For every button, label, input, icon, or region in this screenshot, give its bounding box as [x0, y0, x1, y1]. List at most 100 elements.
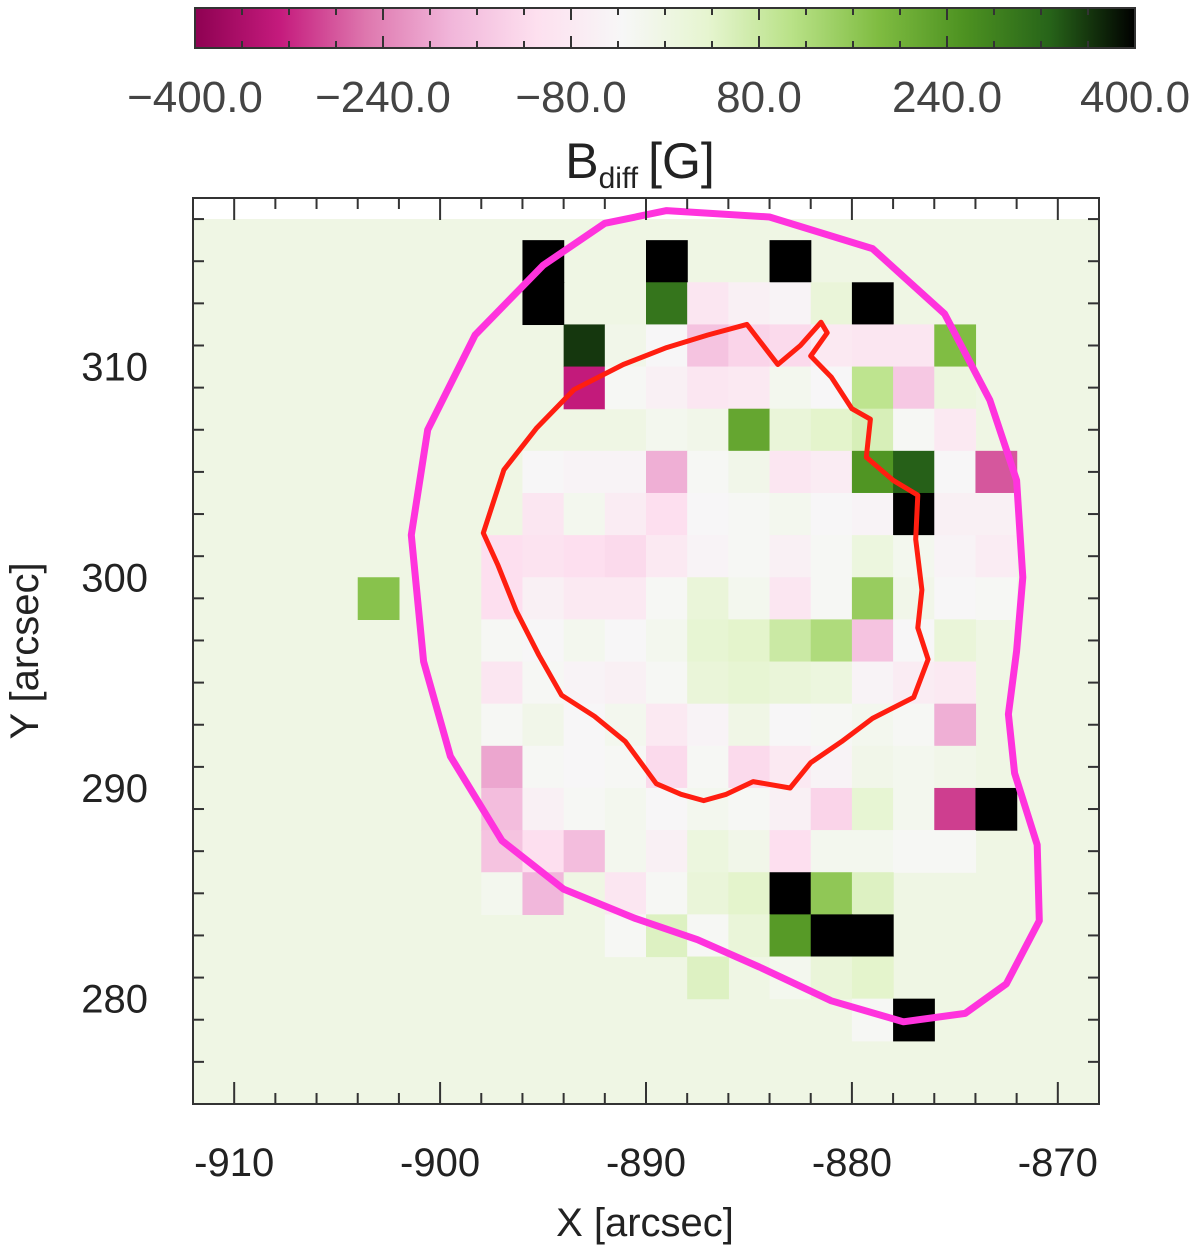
heatmap-cell — [851, 661, 894, 705]
heatmap-cell — [851, 492, 894, 536]
y-tick-label: 280 — [81, 978, 148, 1022]
heatmap-cell — [522, 830, 565, 873]
heatmap-cell — [604, 535, 647, 578]
x-tick-label: -910 — [194, 1141, 274, 1185]
heatmap-cell — [522, 872, 565, 915]
heatmap-cell — [687, 661, 729, 705]
heatmap-cell — [687, 282, 729, 326]
heatmap-cell — [646, 619, 688, 663]
heatmap-cell — [934, 830, 977, 873]
heatmap-cell — [563, 324, 606, 368]
heatmap-cell — [481, 703, 524, 747]
heatmap-cell — [769, 492, 812, 536]
heatmap-cell — [810, 914, 853, 958]
x-tick-label: -870 — [1018, 1141, 1098, 1185]
heatmap-cell — [810, 535, 853, 578]
heatmap-cell — [934, 492, 977, 536]
heatmap-cell — [934, 408, 977, 452]
axis-ticks — [192, 198, 1100, 1105]
x-tick-label: -900 — [400, 1141, 480, 1185]
heatmap-cell — [604, 577, 647, 620]
heatmap-cell — [563, 745, 606, 789]
colorbar-tick-label: 80.0 — [716, 73, 802, 122]
heatmap-cell — [769, 577, 812, 620]
heatmap-cell — [604, 830, 647, 873]
heatmap-cell — [810, 872, 853, 915]
y-tick-label: 310 — [81, 346, 148, 390]
heatmap-cell — [728, 914, 771, 958]
heatmap-cell — [769, 366, 812, 410]
heatmap-cell — [810, 661, 853, 705]
heatmap-cell — [893, 366, 935, 410]
heatmap-cell — [810, 745, 853, 789]
heatmap-cell — [687, 366, 729, 410]
heatmap-cell — [481, 745, 524, 789]
heatmap-cell — [728, 619, 771, 663]
heatmap-cell — [851, 535, 894, 578]
heatmap-cell — [893, 324, 935, 368]
colorbar-title-main: B — [565, 133, 598, 189]
heatmap-cell — [893, 703, 935, 747]
heatmap-cell — [481, 661, 524, 705]
heatmap-cell — [851, 619, 894, 663]
heatmap-cell — [769, 703, 812, 747]
heatmap-cell — [357, 577, 400, 620]
heatmap-cell — [522, 450, 565, 494]
heatmap-cell — [851, 872, 894, 915]
heatmap-cell — [522, 535, 565, 578]
heatmap-cell — [851, 324, 894, 368]
x-axis-title: X [arcsec] — [556, 1201, 734, 1245]
heatmap-cell — [646, 577, 688, 620]
heatmap-cell — [604, 450, 647, 494]
heatmap-cell — [522, 577, 565, 620]
heatmap-cell — [687, 535, 729, 578]
contour-line — [480, 319, 931, 804]
heatmap-cell — [646, 535, 688, 578]
heatmap-cell — [604, 492, 647, 536]
heatmap-cell — [687, 619, 729, 663]
heatmap-cell — [481, 872, 524, 915]
heatmap-cells — [357, 240, 1018, 1042]
heatmap-cell — [769, 282, 812, 326]
heatmap-cell — [687, 408, 729, 452]
heatmap-cell — [728, 366, 771, 410]
heatmap-cell — [563, 830, 606, 873]
x-tick-label: -890 — [606, 1141, 686, 1185]
heatmap-cell — [646, 703, 688, 747]
heatmap-cell — [728, 661, 771, 705]
heatmap-cell — [934, 619, 977, 663]
heatmap-cell — [893, 577, 935, 620]
heatmap-cell — [604, 366, 647, 410]
colorbar-tick-label: 400.0 — [1080, 73, 1190, 122]
heatmap-cell — [728, 787, 771, 831]
heatmap-cell — [810, 830, 853, 873]
heatmap-cell — [810, 787, 853, 831]
heatmap-cell — [975, 535, 1018, 578]
heatmap-cell — [851, 745, 894, 789]
heatmap-cell — [604, 787, 647, 831]
heatmap-cell — [851, 408, 894, 452]
heatmap-cell — [481, 619, 524, 663]
heatmap-cell — [810, 408, 853, 452]
heatmap-cell — [851, 787, 894, 831]
heatmap-cell — [728, 450, 771, 494]
heatmap-cell — [769, 450, 812, 494]
heatmap-cell — [934, 535, 977, 578]
heatmap-cell — [769, 408, 812, 452]
heatmap-cell — [604, 619, 647, 663]
heatmap-cell — [687, 745, 729, 789]
heatmap-cell — [646, 450, 688, 494]
heatmap-cell — [646, 830, 688, 873]
heatmap-cell — [851, 282, 894, 326]
heatmap-cell — [769, 872, 812, 915]
heatmap-cell — [893, 408, 935, 452]
tick-labels: -910 -900 -890 -880 -870 280 290 300 310 — [81, 346, 1098, 1185]
heatmap-cell — [810, 492, 853, 536]
heatmap-cell — [604, 324, 647, 368]
heatmap-cell — [769, 914, 812, 958]
colorbar-title-sub: diff — [599, 162, 639, 195]
colorbar-title: Bdiff [G] — [565, 133, 715, 195]
heatmap-cell — [810, 619, 853, 663]
heatmap-cell — [769, 535, 812, 578]
heatmap-cell — [563, 787, 606, 831]
